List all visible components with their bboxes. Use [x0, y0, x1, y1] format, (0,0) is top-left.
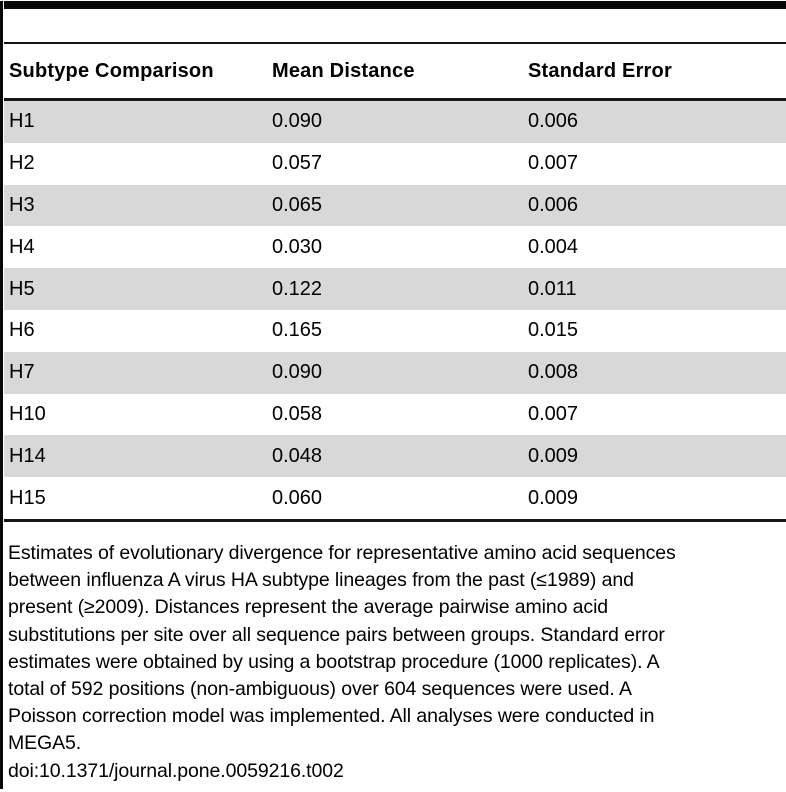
footnote-line: substitutions per site over all sequence… — [8, 623, 665, 646]
standard-error-cell: 0.006 — [528, 110, 579, 133]
top-rule — [4, 1, 786, 9]
subtype-cell: H4 — [9, 235, 35, 258]
mean-distance-cell: 0.165 — [272, 319, 323, 342]
table-bottom-rule — [4, 518, 786, 522]
standard-error-cell: 0.009 — [528, 444, 579, 467]
standard-error-cell: 0.009 — [528, 486, 579, 509]
header-separator-rule — [4, 98, 786, 101]
table-row: H7 0.090 0.008 — [4, 351, 786, 394]
mean-distance-cell: 0.057 — [272, 152, 323, 175]
column-header-subtype-comparison: Subtype Comparison — [9, 59, 214, 82]
table-row: H1 0.090 0.006 — [4, 101, 786, 143]
mean-distance-cell: 0.065 — [272, 193, 323, 216]
standard-error-cell: 0.006 — [528, 193, 579, 216]
table-row: H14 0.048 0.009 — [4, 435, 786, 478]
mean-distance-cell: 0.058 — [272, 402, 323, 425]
mean-distance-cell: 0.122 — [272, 277, 323, 300]
subtype-cell: H7 — [9, 361, 35, 384]
footnote-line: MEGA5. — [8, 732, 82, 755]
footnote-line: total of 592 positions (non-ambiguous) o… — [8, 678, 632, 701]
footnote-line: between influenza A virus HA subtype lin… — [8, 569, 634, 592]
mean-distance-cell: 0.090 — [272, 361, 323, 384]
mean-distance-cell: 0.030 — [272, 235, 323, 258]
subtype-cell: H14 — [9, 444, 46, 467]
left-edge-rule — [0, 1, 3, 789]
table-row: H2 0.057 0.007 — [4, 143, 786, 185]
standard-error-cell: 0.015 — [528, 319, 579, 342]
mean-distance-cell: 0.060 — [272, 486, 323, 509]
table-row: H15 0.060 0.009 — [4, 477, 786, 519]
mean-distance-cell: 0.090 — [272, 110, 323, 133]
table-row: H10 0.058 0.007 — [4, 394, 786, 436]
footnote-line: Poisson correction model was implemented… — [8, 705, 655, 728]
table-body: H1 0.090 0.006 H2 0.057 0.007 H3 0.065 0… — [4, 101, 786, 519]
footnote-line: present (≥2009). Distances represent the… — [8, 596, 609, 619]
mean-distance-cell: 0.048 — [272, 444, 323, 467]
standard-error-cell: 0.011 — [528, 277, 577, 300]
subtype-cell: H10 — [9, 402, 46, 425]
footnote-line: estimates were obtained by using a boots… — [8, 650, 660, 673]
subtype-cell: H6 — [9, 319, 35, 342]
table-footnote: Estimates of evolutionary divergence for… — [8, 540, 784, 785]
data-table: Subtype Comparison Mean Distance Standar… — [4, 42, 786, 522]
table-row: H5 0.122 0.011 — [4, 268, 786, 310]
standard-error-cell: 0.008 — [528, 361, 579, 384]
table-top-rule — [4, 42, 786, 44]
subtype-cell: H5 — [9, 277, 35, 300]
subtype-cell: H2 — [9, 152, 35, 175]
table-header-row: Subtype Comparison Mean Distance Standar… — [4, 44, 786, 98]
standard-error-cell: 0.007 — [528, 402, 579, 425]
subtype-cell: H1 — [9, 110, 35, 133]
table-row: H6 0.165 0.015 — [4, 310, 786, 352]
column-header-standard-error: Standard Error — [528, 59, 672, 82]
column-header-mean-distance: Mean Distance — [272, 59, 415, 82]
doi-line: doi:10.1371/journal.pone.0059216.t002 — [8, 759, 344, 782]
footnote-line: Estimates of evolutionary divergence for… — [8, 542, 676, 564]
subtype-cell: H15 — [9, 486, 46, 509]
table-row: H4 0.030 0.004 — [4, 226, 786, 268]
standard-error-cell: 0.004 — [528, 235, 579, 258]
subtype-cell: H3 — [9, 193, 35, 216]
standard-error-cell: 0.007 — [528, 152, 579, 175]
table-row: H3 0.065 0.006 — [4, 184, 786, 227]
